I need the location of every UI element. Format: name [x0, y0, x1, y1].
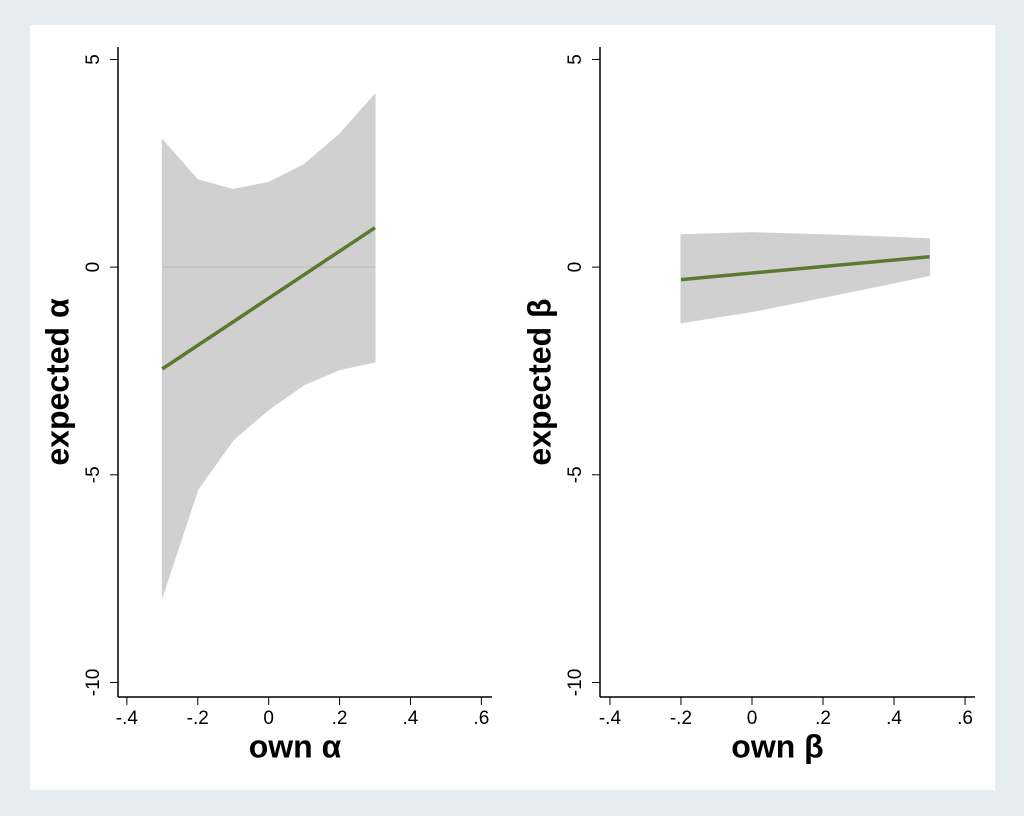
y-tick-label: 5	[565, 54, 586, 65]
y-tick-label: 0	[83, 262, 104, 273]
y-axis-label: expected α	[39, 298, 75, 466]
confidence-band	[680, 232, 931, 324]
y-tick-label: -10	[565, 669, 586, 696]
x-axis-label: own α	[249, 728, 342, 764]
fit-line	[161, 226, 376, 371]
x-tick-label: .2	[332, 708, 348, 729]
confidence-band	[161, 93, 376, 598]
y-tick-label: -10	[83, 669, 104, 696]
x-tick-label: .6	[957, 708, 973, 729]
y-tick-label: 0	[565, 262, 586, 273]
y-tick-label: -5	[565, 466, 586, 483]
y-tick-label: 5	[83, 54, 104, 65]
x-axis-label: own β	[731, 728, 823, 764]
x-tick-label: -.2	[187, 708, 209, 729]
x-tick-label: .4	[403, 708, 419, 729]
y-tick-label: -5	[83, 466, 104, 483]
x-tick-label: 0	[747, 708, 758, 729]
x-tick-label: .4	[886, 708, 902, 729]
x-tick-label: -.4	[116, 708, 139, 729]
x-tick-label: .2	[815, 708, 831, 729]
x-tick-label: -.4	[599, 708, 622, 729]
y-axis-label: expected β	[521, 298, 557, 465]
x-tick-label: 0	[263, 708, 274, 729]
fit-line	[680, 255, 930, 282]
x-tick-label: -.2	[670, 708, 692, 729]
x-tick-label: .6	[473, 708, 489, 729]
